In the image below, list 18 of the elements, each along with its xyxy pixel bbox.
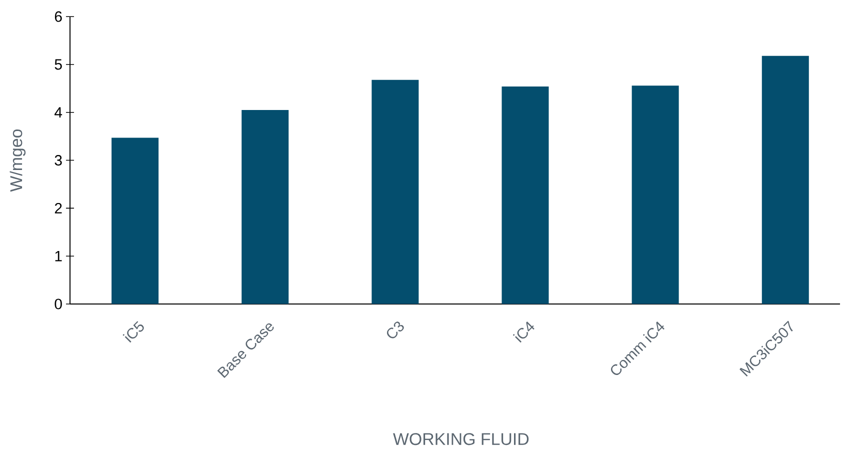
y-tick-label: 0 <box>54 298 62 310</box>
x-tick-label: iC4 <box>512 322 534 343</box>
y-tick-label: 5 <box>54 59 62 70</box>
y-tick-label: 3 <box>54 154 62 166</box>
bar <box>632 86 679 304</box>
x-axis-title: WORKING FLUID <box>393 433 529 446</box>
y-tick-label: 4 <box>54 107 62 118</box>
x-tick-label: iC5 <box>122 321 144 343</box>
y-axis-title: W/mgeo <box>10 129 26 192</box>
bar <box>372 80 419 304</box>
y-tick-label: 6 <box>54 11 62 22</box>
x-tick-label: C3 <box>386 322 404 338</box>
y-tick-label: 1 <box>55 250 62 262</box>
bar <box>762 56 809 304</box>
y-tick-label: 2 <box>54 202 62 214</box>
bar <box>242 110 289 304</box>
bar <box>502 86 549 304</box>
bar <box>112 138 159 304</box>
